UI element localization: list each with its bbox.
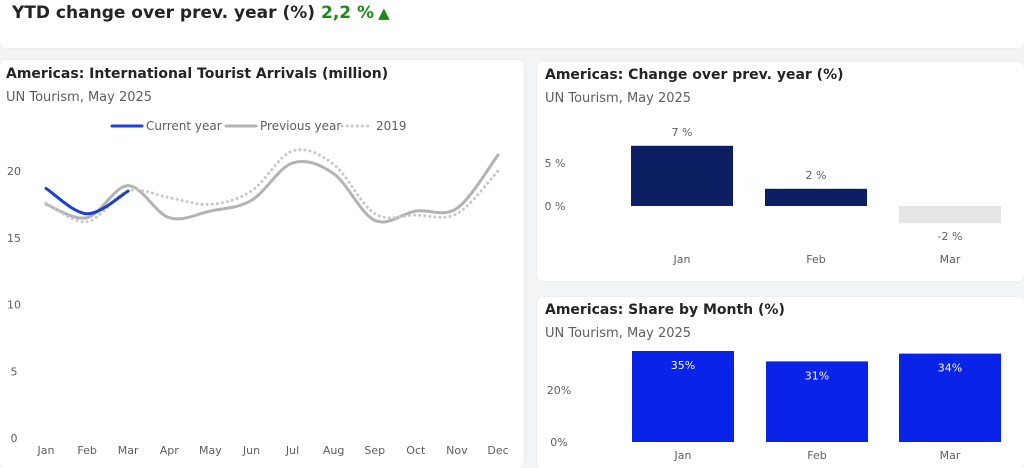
bar	[631, 145, 733, 206]
x-tick-label: Jan	[673, 253, 691, 266]
change-bar-chart[interactable]: 0 % 5 % 7 % Jan 2 % Feb -2 % Mar	[537, 62, 1024, 281]
x-tick-label: Feb	[77, 444, 96, 457]
arrivals-chart-subtitle: UN Tourism, May 2025	[6, 90, 153, 105]
y-tick-label: 0 %	[545, 200, 566, 213]
bar	[632, 351, 734, 442]
data-label: 31%	[805, 369, 829, 382]
arrivals-line-chart[interactable]: 0 5 10 15 20 Jan Feb Mar Apr May Jun Jul Aug Sep Oct No…	[0, 60, 524, 468]
x-tick-label: Jan	[674, 449, 692, 462]
bar	[899, 206, 1001, 224]
kpi-label: YTD change over prev. year (%)	[12, 3, 316, 23]
y-tick-label: 0%	[550, 436, 567, 449]
x-tick-label: Jun	[242, 444, 260, 457]
arrivals-chart-card[interactable]: Americas: International Tourist Arrivals…	[0, 60, 524, 468]
bar	[899, 353, 1001, 442]
share-chart-title: Americas: Share by Month (%)	[545, 302, 785, 318]
x-tick-label: Sep	[364, 444, 385, 457]
bar	[766, 361, 868, 442]
x-tick-label: Feb	[807, 449, 826, 462]
x-tick-label: Feb	[806, 253, 825, 266]
x-tick-label: Aug	[323, 444, 344, 457]
y-tick-label: 20%	[547, 384, 571, 397]
x-tick-label: Dec	[487, 444, 508, 457]
x-tick-label: Oct	[406, 444, 426, 457]
legend-label: 2019	[376, 119, 407, 133]
arrivals-chart-title: Americas: International Tourist Arrivals…	[6, 66, 389, 82]
y-tick-label: 5 %	[545, 157, 566, 170]
change-chart-subtitle: UN Tourism, May 2025	[545, 91, 692, 106]
legend-item: 2019	[340, 119, 407, 133]
data-label: 2 %	[806, 169, 827, 182]
legend-label: Previous year	[260, 119, 341, 133]
kpi-title: YTD change over prev. year (%) 2,2 % ▲	[12, 3, 390, 23]
data-label: -2 %	[938, 230, 963, 243]
share-chart-subtitle: UN Tourism, May 2025	[545, 326, 692, 341]
kpi-value: 2,2 %	[321, 3, 375, 23]
x-tick-label: Jan	[37, 444, 55, 457]
share-chart-card[interactable]: Americas: Share by Month (%) UN Tourism,…	[537, 297, 1024, 468]
change-chart-card[interactable]: Americas: Change over prev. year (%) UN …	[537, 62, 1024, 281]
x-tick-label: Apr	[160, 444, 180, 457]
x-tick-label: May	[199, 444, 222, 457]
y-tick-label: 5	[11, 365, 18, 378]
data-label: 35%	[671, 359, 695, 372]
x-tick-label: Nov	[446, 444, 468, 457]
y-tick-label: 0	[11, 432, 18, 445]
y-tick-label: 10	[7, 299, 21, 312]
share-bar-chart[interactable]: 0% 20% 35% Jan 31% Feb 34% Mar	[537, 297, 1024, 468]
kpi-card: YTD change over prev. year (%) 2,2 % ▲	[0, 0, 1024, 48]
series-line	[44, 186, 130, 216]
x-tick-label: Mar	[940, 449, 961, 462]
legend-label: Current year	[146, 119, 222, 133]
y-tick-label: 15	[7, 232, 21, 245]
data-label: 7 %	[672, 126, 693, 139]
series-line	[44, 153, 500, 224]
legend-item: Current year	[110, 119, 222, 133]
x-tick-label: Mar	[118, 444, 139, 457]
x-tick-label: Mar	[940, 253, 961, 266]
trend-up-icon: ▲	[378, 4, 390, 22]
y-tick-label: 20	[7, 165, 21, 178]
bar	[765, 188, 867, 206]
data-label: 34%	[938, 362, 962, 375]
change-chart-title: Americas: Change over prev. year (%)	[545, 67, 844, 83]
legend-item: Previous year	[224, 119, 341, 133]
series-line	[44, 148, 500, 224]
x-tick-label: Jul	[285, 444, 299, 457]
